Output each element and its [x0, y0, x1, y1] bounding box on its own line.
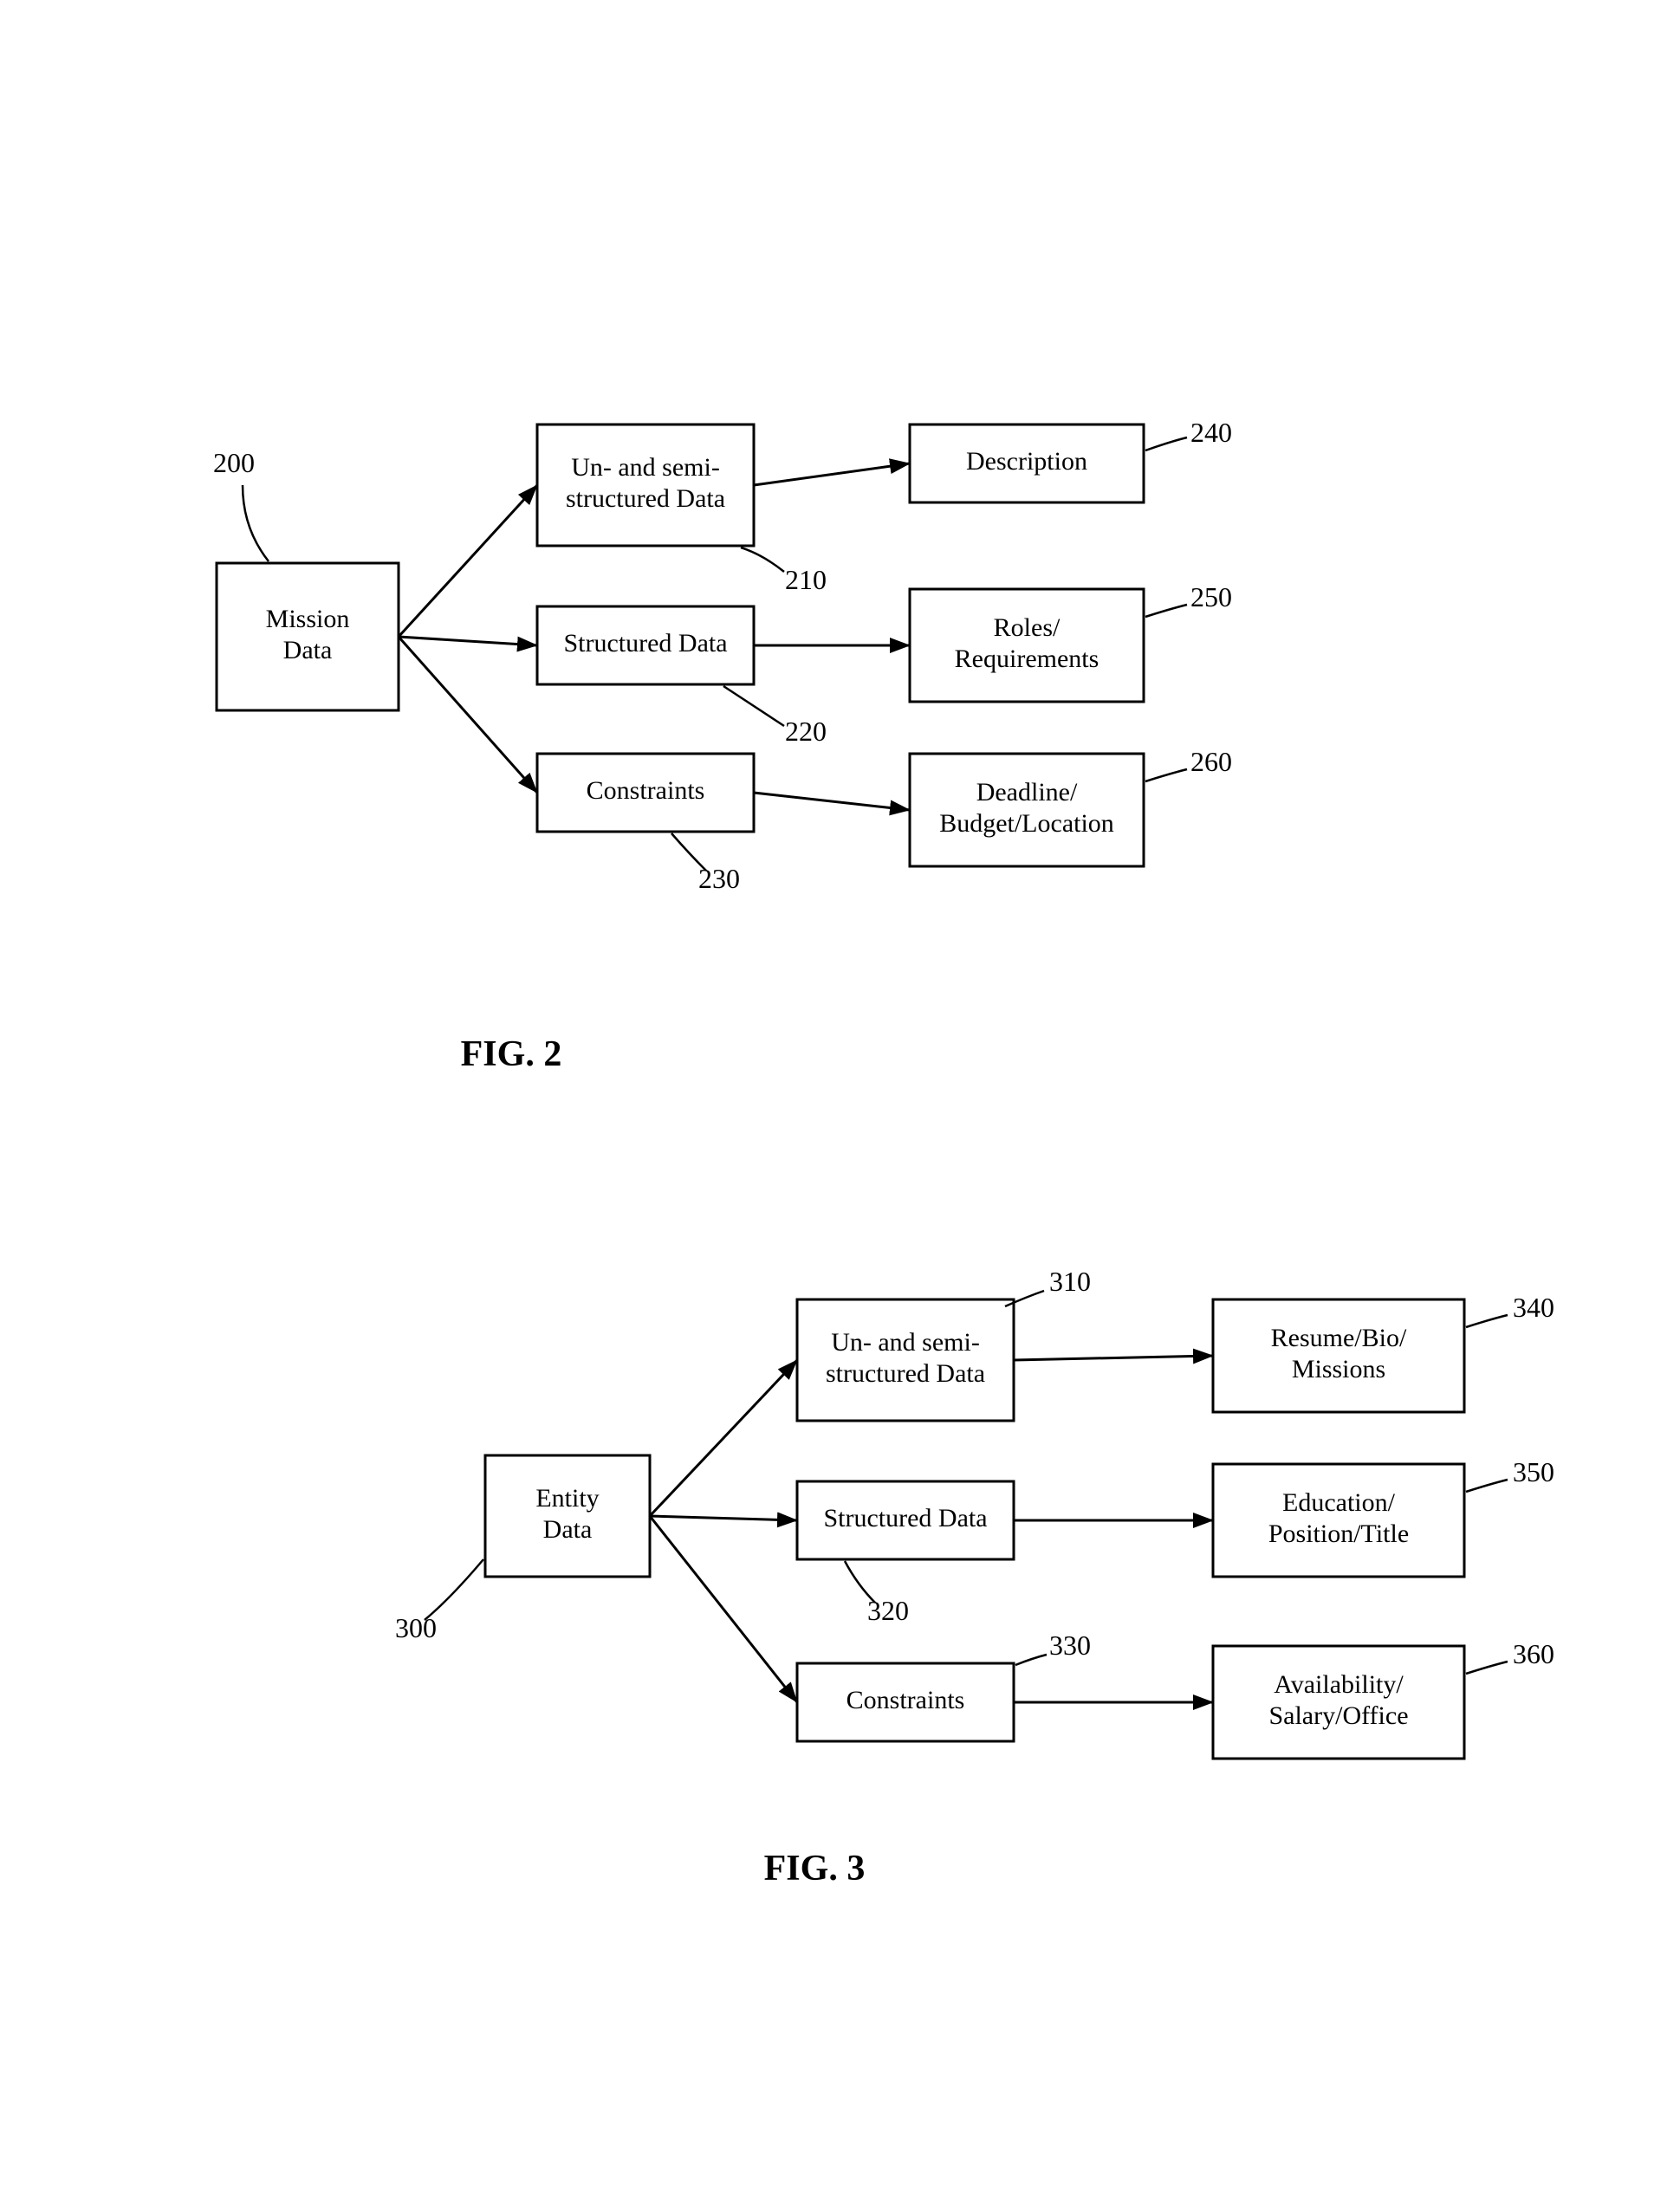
node-e_avail: Availability/Salary/Office [1213, 1646, 1464, 1759]
node-root: EntityData [485, 1455, 650, 1577]
refnum-310: 310 [1049, 1266, 1091, 1297]
node-m_un: Un- and semi-structured Data [537, 424, 754, 546]
edge-root-m_un [399, 485, 537, 637]
fig3: EntityData Un- and semi-structured Data St… [395, 1266, 1554, 1889]
node-e_edu-label: Position/Title [1268, 1519, 1409, 1548]
fig3-caption: FIG. 3 [764, 1849, 866, 1889]
leader-210 [741, 548, 784, 572]
node-root-label: Data [283, 636, 333, 664]
node-m_desc: Description [910, 424, 1144, 502]
node-e_un-label: Un- and semi- [831, 1328, 980, 1357]
node-e_str-label: Structured Data [823, 1504, 987, 1532]
refnum-300: 300 [395, 1612, 437, 1643]
node-m_str: Structured Data [537, 606, 754, 684]
node-root: Mission Data [217, 563, 399, 710]
node-m_dead: Deadline/Budget/Location [910, 754, 1144, 866]
leader-340 [1466, 1315, 1508, 1327]
refnum-330: 330 [1049, 1630, 1091, 1661]
node-m_con-label: Constraints [587, 776, 705, 805]
node-m_role-label: Requirements [955, 645, 1099, 673]
node-m_con: Constraints [537, 754, 754, 832]
refnum-350: 350 [1513, 1456, 1554, 1487]
leader-350 [1466, 1480, 1508, 1492]
fig2-caption: FIG. 2 [461, 1034, 562, 1074]
node-m_str-label: Structured Data [563, 629, 727, 658]
leader-330 [1015, 1655, 1047, 1665]
node-m_dead-label: Deadline/ [976, 778, 1078, 807]
node-e_con: Constraints [797, 1663, 1014, 1741]
node-m_desc-label: Description [966, 447, 1087, 476]
leader-220 [723, 686, 784, 726]
node-m_un-label: Un- and semi- [571, 453, 720, 482]
leader-250 [1145, 605, 1187, 617]
refnum-360: 360 [1513, 1638, 1554, 1669]
edge-e_un-e_res [1014, 1356, 1213, 1360]
edge-m_con-m_dead [754, 793, 910, 810]
leader-360 [1466, 1662, 1508, 1674]
refnum-340: 340 [1513, 1292, 1554, 1323]
node-e_str: Structured Data [797, 1481, 1014, 1559]
node-e_edu-label: Education/ [1282, 1488, 1396, 1517]
leader-260 [1145, 769, 1187, 781]
node-e_edu: Education/Position/Title [1213, 1464, 1464, 1577]
node-root-label: Entity [535, 1484, 599, 1513]
node-m_role: Roles/Requirements [910, 589, 1144, 702]
node-root-label: Mission [266, 605, 350, 633]
edge-root-e_con [650, 1516, 797, 1702]
node-e_con-label: Constraints [846, 1686, 965, 1714]
leader-230 [671, 833, 706, 871]
node-m_dead-label: Budget/Location [939, 809, 1114, 838]
fig2: Mission Data Un- and semi-structured Data S… [213, 417, 1232, 1074]
fig2-nodes: Mission Data Un- and semi-structured Data S… [217, 424, 1144, 866]
node-e_un-label: structured Data [826, 1359, 985, 1388]
fig3-nodes: EntityData Un- and semi-structured Data St… [485, 1299, 1464, 1759]
edge-root-m_con [399, 637, 537, 793]
leader-240 [1145, 437, 1187, 450]
node-e_res: Resume/Bio/Missions [1213, 1299, 1464, 1412]
refnum-200: 200 [213, 447, 255, 478]
leader-320 [845, 1561, 875, 1603]
refnum-230: 230 [698, 863, 740, 894]
leader-200 [243, 485, 269, 561]
diagram-canvas: Mission Data Un- and semi-structured Data S… [0, 0, 1680, 2190]
refnum-250: 250 [1190, 581, 1232, 612]
refnum-240: 240 [1190, 417, 1232, 448]
edge-root-e_str [650, 1516, 797, 1520]
node-e_res-label: Resume/Bio/ [1271, 1324, 1407, 1352]
edge-m_un-m_desc [754, 463, 910, 485]
leader-300 [425, 1559, 483, 1620]
node-m_role-label: Roles/ [994, 613, 1061, 642]
refnum-210: 210 [785, 564, 827, 595]
node-e_avail-label: Availability/ [1274, 1670, 1404, 1699]
node-m_un-label: structured Data [566, 484, 725, 513]
refnum-260: 260 [1190, 746, 1232, 777]
node-e_un: Un- and semi-structured Data [797, 1299, 1014, 1421]
node-e_res-label: Missions [1292, 1355, 1385, 1383]
edge-root-e_un [650, 1360, 797, 1516]
refnum-220: 220 [785, 716, 827, 747]
edge-root-m_str [399, 637, 537, 645]
node-root-label: Data [543, 1515, 593, 1544]
node-e_avail-label: Salary/Office [1268, 1701, 1408, 1730]
